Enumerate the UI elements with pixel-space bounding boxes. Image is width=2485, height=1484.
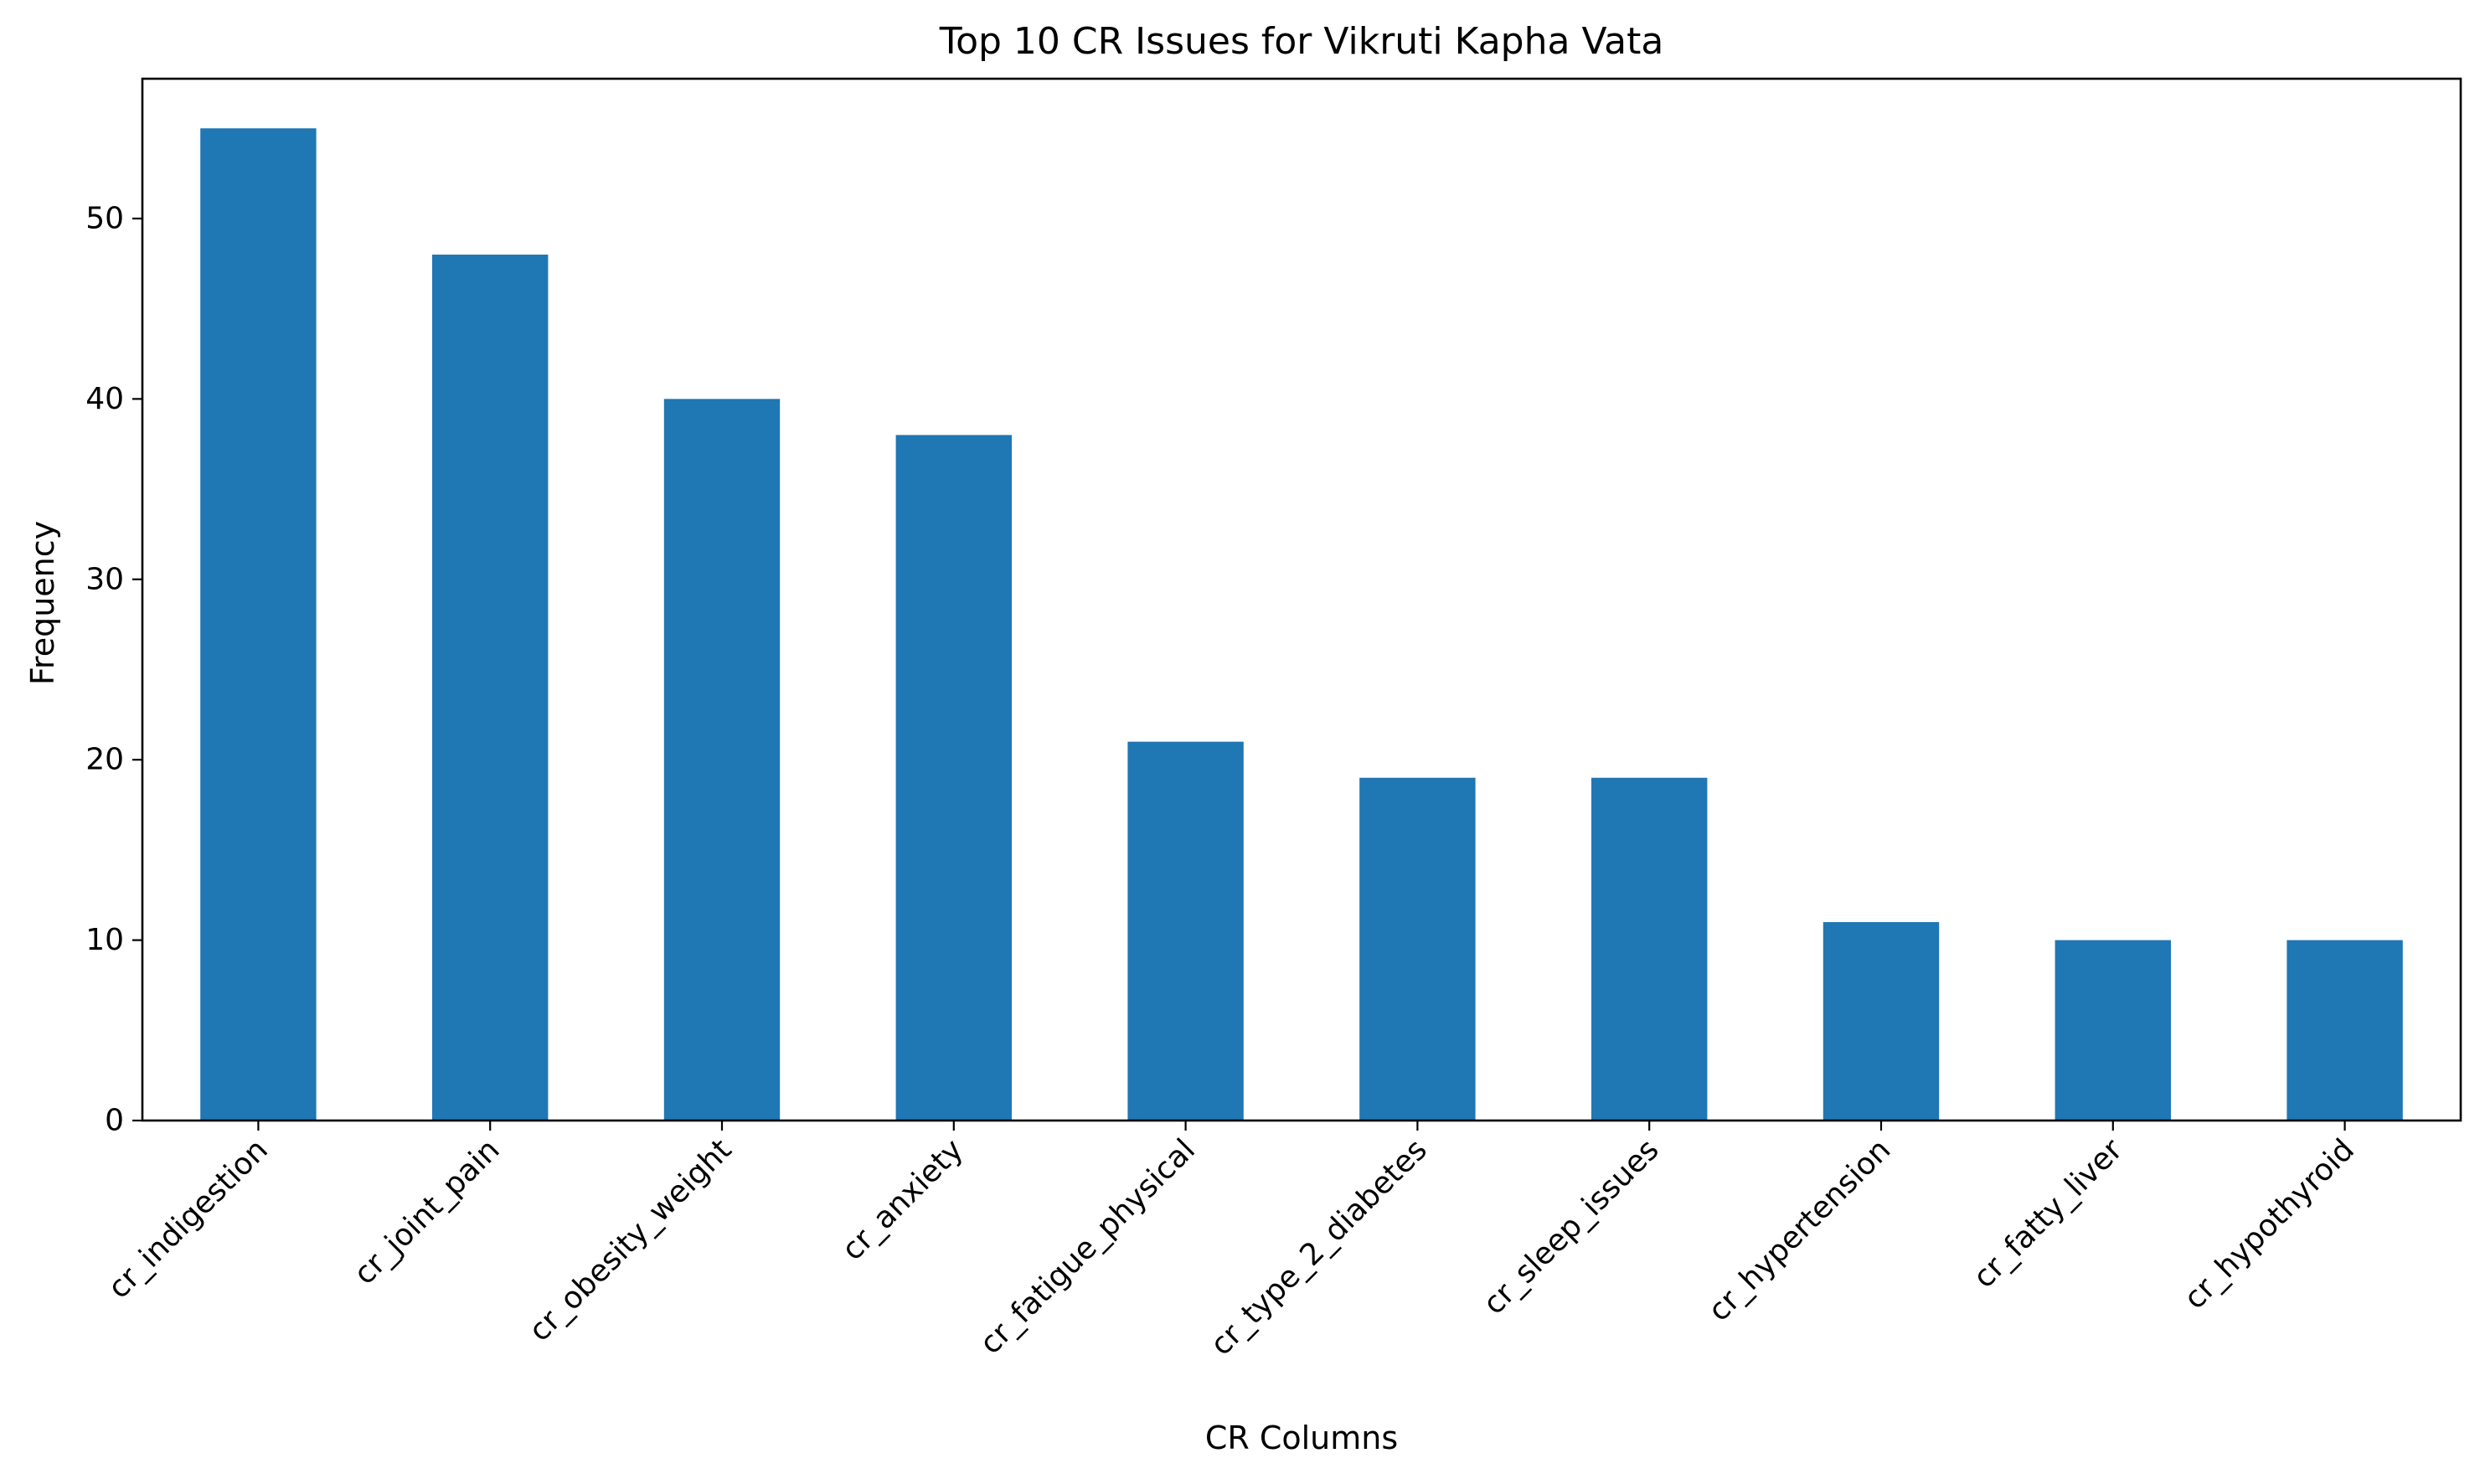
chart-title: Top 10 CR Issues for Vikruti Kapha Vata <box>939 20 1664 63</box>
y-tick-label: 30 <box>85 562 124 596</box>
bar-cr_joint_pain <box>432 255 549 1121</box>
bar-cr_type_2_diabetes <box>1359 777 1476 1121</box>
y-tick-label: 10 <box>85 923 124 957</box>
bar-cr_anxiety <box>895 435 1012 1121</box>
plot-area-frame <box>141 77 2462 1122</box>
y-axis-label: Frequency <box>24 521 61 685</box>
y-axis: 0 10 20 30 40 50 <box>85 201 142 1138</box>
bar-cr_indigestion <box>200 128 317 1121</box>
y-tick-label: 20 <box>85 743 124 777</box>
bar-cr_hypothyroid <box>2287 940 2403 1121</box>
bars-layer <box>200 128 2403 1121</box>
y-tick-label: 50 <box>85 201 124 235</box>
bar-cr_obesity_weight <box>663 399 781 1121</box>
y-tick-label: 0 <box>105 1104 124 1138</box>
bar-cr_hypertension <box>1823 922 1940 1121</box>
bar-cr_fatty_liver <box>2055 940 2171 1121</box>
bar-cr_fatigue_physical <box>1127 741 1244 1121</box>
x-axis-label: CR Columns <box>1205 1420 1398 1456</box>
bar-cr_sleep_issues <box>1591 777 1708 1121</box>
y-tick-label: 40 <box>85 382 124 416</box>
